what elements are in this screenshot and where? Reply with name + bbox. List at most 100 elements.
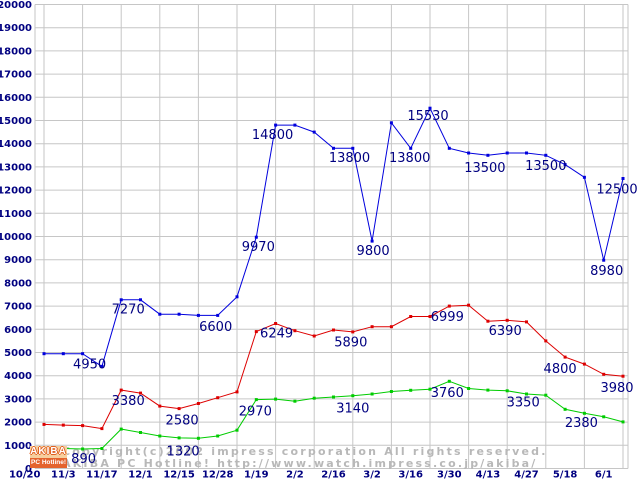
y-tick-label: 6000 (4, 325, 32, 336)
red-price-line-marker (274, 322, 278, 325)
red-price-line-marker (525, 320, 528, 324)
green-price-line-marker (389, 390, 393, 393)
y-tick-label: 1000 (4, 441, 32, 452)
blue-price-line-marker (621, 177, 625, 180)
x-tick-label: 10/20 (9, 470, 41, 480)
red-price-line-marker (293, 329, 297, 333)
blue-price-line-marker (216, 313, 220, 317)
data-label: 3140 (336, 401, 369, 416)
green-price-line-marker (602, 415, 606, 419)
red-price-line-marker (158, 404, 162, 408)
data-label: 9970 (242, 240, 275, 255)
data-label: 5890 (334, 336, 367, 351)
green-price-line-marker (254, 398, 258, 402)
data-label: 1320 (167, 445, 200, 460)
red-price-line-marker (486, 319, 490, 323)
red-price-line-marker (389, 325, 393, 329)
data-label: 13500 (464, 161, 505, 176)
green-price-line-marker (100, 447, 104, 450)
data-label: 4800 (544, 362, 577, 377)
blue-price-line-marker (582, 175, 586, 179)
red-price-line-marker (42, 422, 46, 426)
data-label: 8980 (590, 264, 623, 279)
x-tick-label: 1/19 (244, 470, 269, 480)
data-label: 3350 (507, 396, 540, 411)
blue-price-line-marker (544, 153, 548, 157)
blue-price-line-marker (196, 313, 200, 317)
y-tick-label: 7000 (4, 302, 32, 313)
blue-price-line-marker (467, 151, 471, 155)
red-price-line-marker (196, 402, 200, 405)
data-label: 12500 (596, 182, 637, 197)
y-tick-label: 14000 (0, 139, 32, 150)
y-tick-label: 20000 (0, 0, 32, 11)
red-price-line-marker (409, 315, 413, 318)
red-price-line-marker (61, 423, 65, 427)
red-price-line-marker (602, 372, 606, 376)
blue-price-line-marker (254, 235, 258, 239)
x-tick-label: 6/1 (595, 470, 613, 480)
red-price-line-marker (370, 325, 374, 329)
data-label: 7270 (112, 303, 145, 318)
y-tick-label: 2000 (4, 418, 32, 429)
x-axis-labels: 10/20 11/3 11/17 12/1 12/15 12/28 1/19 2/2 2/16 3… (9, 470, 613, 480)
red-price-line-marker (332, 328, 335, 332)
y-tick-label: 19000 (0, 23, 32, 34)
green-price-line-marker (544, 393, 548, 397)
blue-price-line-marker (525, 151, 528, 155)
data-label: 2580 (166, 413, 199, 428)
data-label: 3980 (600, 381, 633, 396)
green-price-line-marker (621, 420, 625, 424)
red-price-line-marker (621, 374, 625, 378)
blue-price-line-marker (389, 121, 393, 125)
green-price-line-marker (467, 387, 471, 390)
x-tick-label: 3/16 (398, 470, 423, 480)
y-tick-label: 16000 (0, 93, 32, 104)
x-tick-label: 3/2 (363, 470, 381, 480)
data-label: 15530 (407, 109, 448, 124)
green-price-line-marker (177, 436, 181, 440)
copyright-line-2: AKIBA PC Hotline! http://www.watch.impre… (62, 457, 538, 470)
y-tick-label: 17000 (0, 70, 32, 81)
green-price-line-marker (525, 392, 528, 396)
data-label: 890 (71, 452, 96, 467)
logo-pc-hotline-text: PC Hotline! (30, 458, 67, 468)
y-axis-labels: 0 1000 2000 3000 4000 5000 6000 7000 8000 9000 100… (0, 0, 32, 475)
y-tick-label: 5000 (4, 348, 32, 359)
x-tick-label: 11/3 (51, 470, 76, 480)
blue-price-line-marker (100, 364, 104, 368)
red-price-line-marker (235, 390, 239, 394)
red-price-line-marker (100, 427, 104, 431)
red-price-line-marker (428, 315, 432, 318)
y-tick-label: 8000 (4, 278, 32, 289)
red-price-line-marker (351, 330, 355, 334)
blue-price-line-marker (505, 151, 509, 155)
x-tick-label: 2/2 (286, 470, 304, 480)
red-price-line-marker (447, 304, 451, 308)
red-price-line-marker (119, 388, 123, 392)
green-price-line-marker (312, 396, 316, 400)
green-price-line-marker (235, 428, 239, 432)
data-label: 4950 (73, 357, 106, 372)
data-label: 3380 (112, 394, 145, 409)
blue-price-line-marker (293, 123, 297, 127)
red-price-line-marker (216, 396, 220, 400)
red-price-line-marker (254, 330, 258, 334)
y-tick-label: 15000 (0, 116, 32, 127)
green-price-line-marker (119, 427, 123, 431)
blue-price-line-marker (274, 123, 278, 127)
x-tick-label: 2/16 (321, 470, 346, 480)
blue-price-line-marker (486, 153, 490, 157)
y-tick-label: 18000 (0, 46, 32, 57)
green-price-line-marker (81, 447, 85, 451)
series-green-price-line (42, 379, 625, 451)
blue-price-line-marker (312, 130, 316, 134)
green-price-line-marker (158, 434, 162, 438)
blue-price-line-marker (332, 146, 335, 150)
green-price-line-marker (332, 395, 335, 399)
green-price-line-marker (274, 397, 278, 401)
data-label: 13800 (329, 151, 370, 166)
blue-price-line-marker (177, 312, 181, 316)
data-label: 6999 (431, 310, 464, 325)
